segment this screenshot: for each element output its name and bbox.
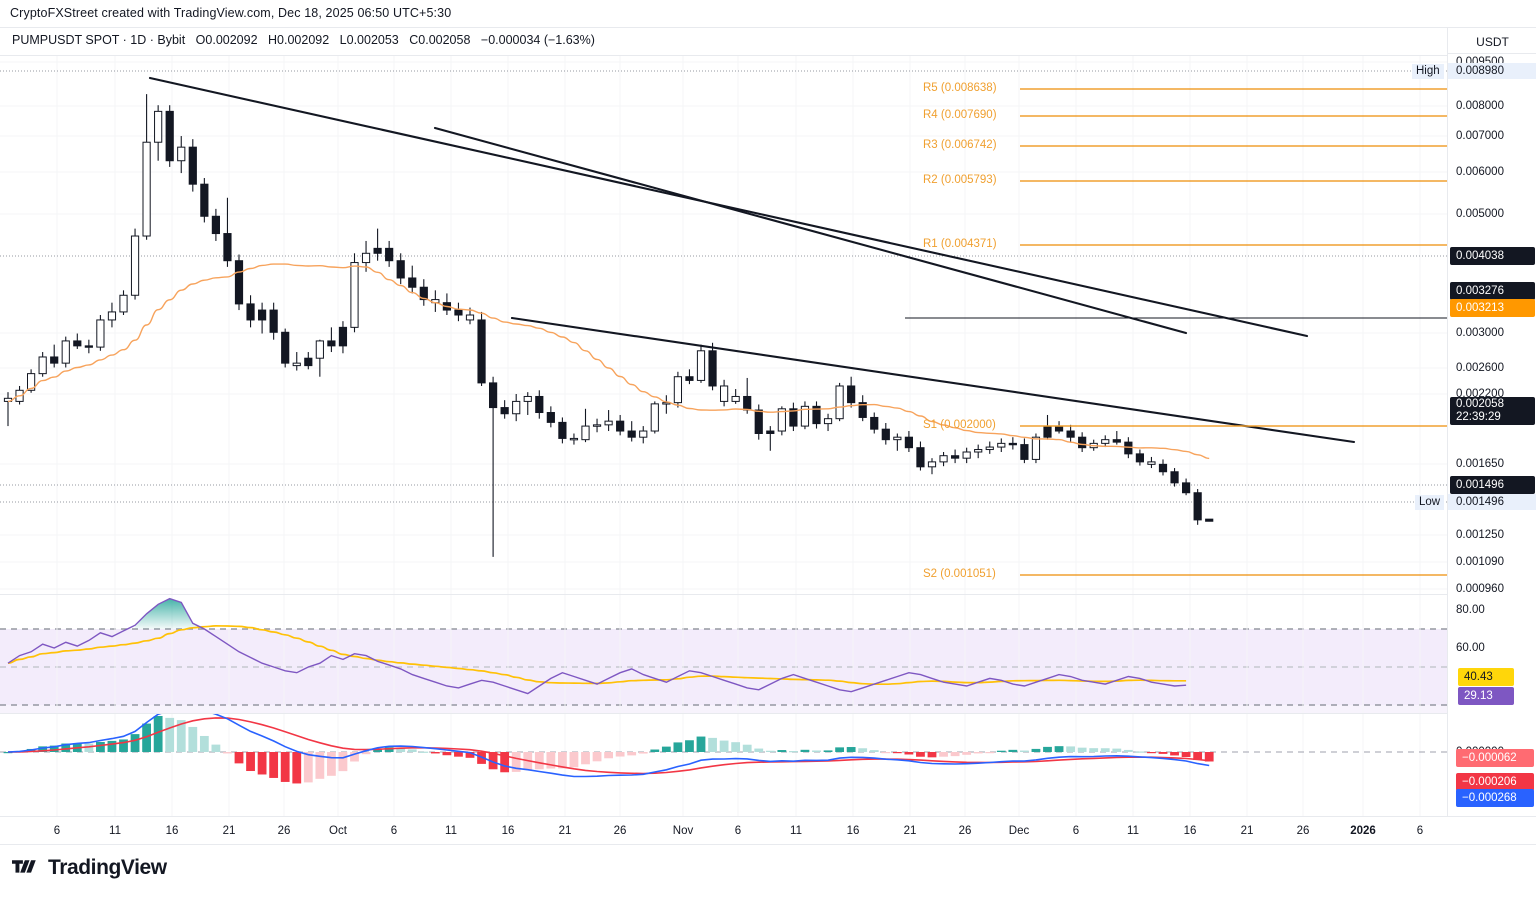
price-tick-label: 0.007000 [1456,130,1504,142]
time-tick-label: 2026 [1350,825,1376,837]
tradingview-logo-icon [12,860,36,873]
time-tick-label: 11 [1127,825,1139,837]
time-tick-label: Oct [329,825,347,837]
time-tick-label: 26 [958,825,972,837]
price-tick-label: 0.002600 [1456,362,1504,374]
price-pane[interactable] [0,56,1447,594]
ohlc-open: O0.002092 [195,33,258,47]
time-tick-label: Nov [672,825,694,837]
attribution-divider [0,27,1536,28]
rsi-tick-label: 80.00 [1456,604,1485,616]
time-tick-label: 26 [1296,825,1310,837]
price-tick-label: 0.001250 [1456,529,1504,541]
time-tick-label: 6 [53,825,61,837]
rsi-signal-pill: 29.13 [1458,687,1514,705]
high-marker-background [1448,63,1536,79]
current-price-value: 0.002058 [1456,398,1504,410]
price-tick-label: 0.000960 [1456,583,1504,595]
time-tick-label: 26 [277,825,291,837]
time-tick-label: 11 [445,825,457,837]
time-tick-label: 6 [390,825,398,837]
legend-divider [0,55,1536,56]
rsi-pane-divider [0,594,1536,595]
time-tick-label: 16 [165,825,179,837]
rsi-chart-svg [0,595,1447,713]
ohlc-change: −0.000034 (−1.63%) [480,33,595,47]
time-tick-label: 21 [558,825,572,837]
price-tick-label: 0.001650 [1456,458,1504,470]
time-tick-label: 21 [222,825,236,837]
time-tick-label: 16 [501,825,515,837]
price-tick-label: 0.001090 [1456,556,1504,568]
high-flag-label: High [1412,64,1444,79]
price-tick-label: 0.005000 [1456,208,1504,220]
price-pill-black: 0.003276 [1450,282,1535,300]
pivot-label-r3: R3 (0.006742) [923,139,997,151]
time-tick-label: 21 [903,825,917,837]
pivot-label-r1: R1 (0.004371) [923,238,997,250]
price-tick-label: 0.008000 [1456,100,1504,112]
pivot-label-r2: R2 (0.005793) [923,174,997,186]
ohlc-high: H0.002092 [268,33,330,47]
time-tick-label: 21 [1240,825,1254,837]
time-tick-label: 16 [1183,825,1197,837]
macd-chart-svg [0,714,1447,816]
pivot-label-s1: S1 (0.002000) [923,419,996,431]
axis-currency-unit: USDT [1448,30,1536,54]
rsi-tick-label: 60.00 [1456,642,1485,654]
time-tick-label: 6 [734,825,742,837]
price-chart-svg [0,56,1447,594]
pivot-label-r5: R5 (0.008638) [923,82,997,94]
price-pill-black: 0.001496 [1450,476,1535,494]
ohlc-close: C0.002058 [409,33,471,47]
low-flag-label: Low [1415,495,1445,510]
pivot-label-s2: S2 (0.001051) [923,568,996,580]
pivot-label-r4: R4 (0.007690) [923,109,997,121]
chart-legend: PUMPUSDT SPOT · 1D · Bybit O0.002092 H0.… [12,33,595,47]
price-tick-label: 0.006000 [1456,166,1504,178]
macd-pane-divider [0,713,1536,714]
low-marker-value: 0.001496 [1456,496,1504,508]
rsi-pane[interactable] [0,595,1447,713]
tradingview-footer: TradingView [12,856,167,880]
high-marker-value: 0.008980 [1456,65,1504,77]
symbol-label[interactable]: PUMPUSDT SPOT · 1D · Bybit [12,33,186,47]
macd-pill-red: −0.000206 [1456,773,1534,791]
time-tick-label: 11 [790,825,802,837]
time-tick-label: 16 [846,825,860,837]
price-axis[interactable]: USDT 0.009500 0.008000 0.007000 0.006000 0.0… [1447,28,1536,816]
current-price-pill: 0.002058 22:39:29 [1450,397,1535,425]
macd-pane[interactable] [0,714,1447,816]
ohlc-low: L0.002053 [339,33,399,47]
rsi-value-pill: 40.43 [1458,668,1514,686]
time-axis[interactable]: 6 11 16 21 26 Oct 6 11 16 21 26 Nov 6 11 16 21 26 Dec 6 11 1… [0,816,1536,845]
time-tick-label: 26 [613,825,627,837]
price-pill-orange: 0.003213 [1450,299,1535,317]
time-tick-label: 11 [109,825,121,837]
tradingview-brand-text: TradingView [48,856,167,879]
macd-pill-redl: −0.000062 [1456,749,1534,767]
bar-countdown: 22:39:29 [1456,411,1501,423]
low-marker-background [1448,494,1536,510]
attribution-text: CryptoFXStreet created with TradingView.… [10,6,452,20]
time-tick-label: Dec [1008,825,1030,837]
macd-pill-blue: −0.000268 [1456,789,1534,807]
price-pill-black: 0.004038 [1450,247,1535,265]
price-tick-label: 0.003000 [1456,327,1504,339]
time-tick-label: 6 [1072,825,1080,837]
time-tick-label: 6 [1416,825,1424,837]
